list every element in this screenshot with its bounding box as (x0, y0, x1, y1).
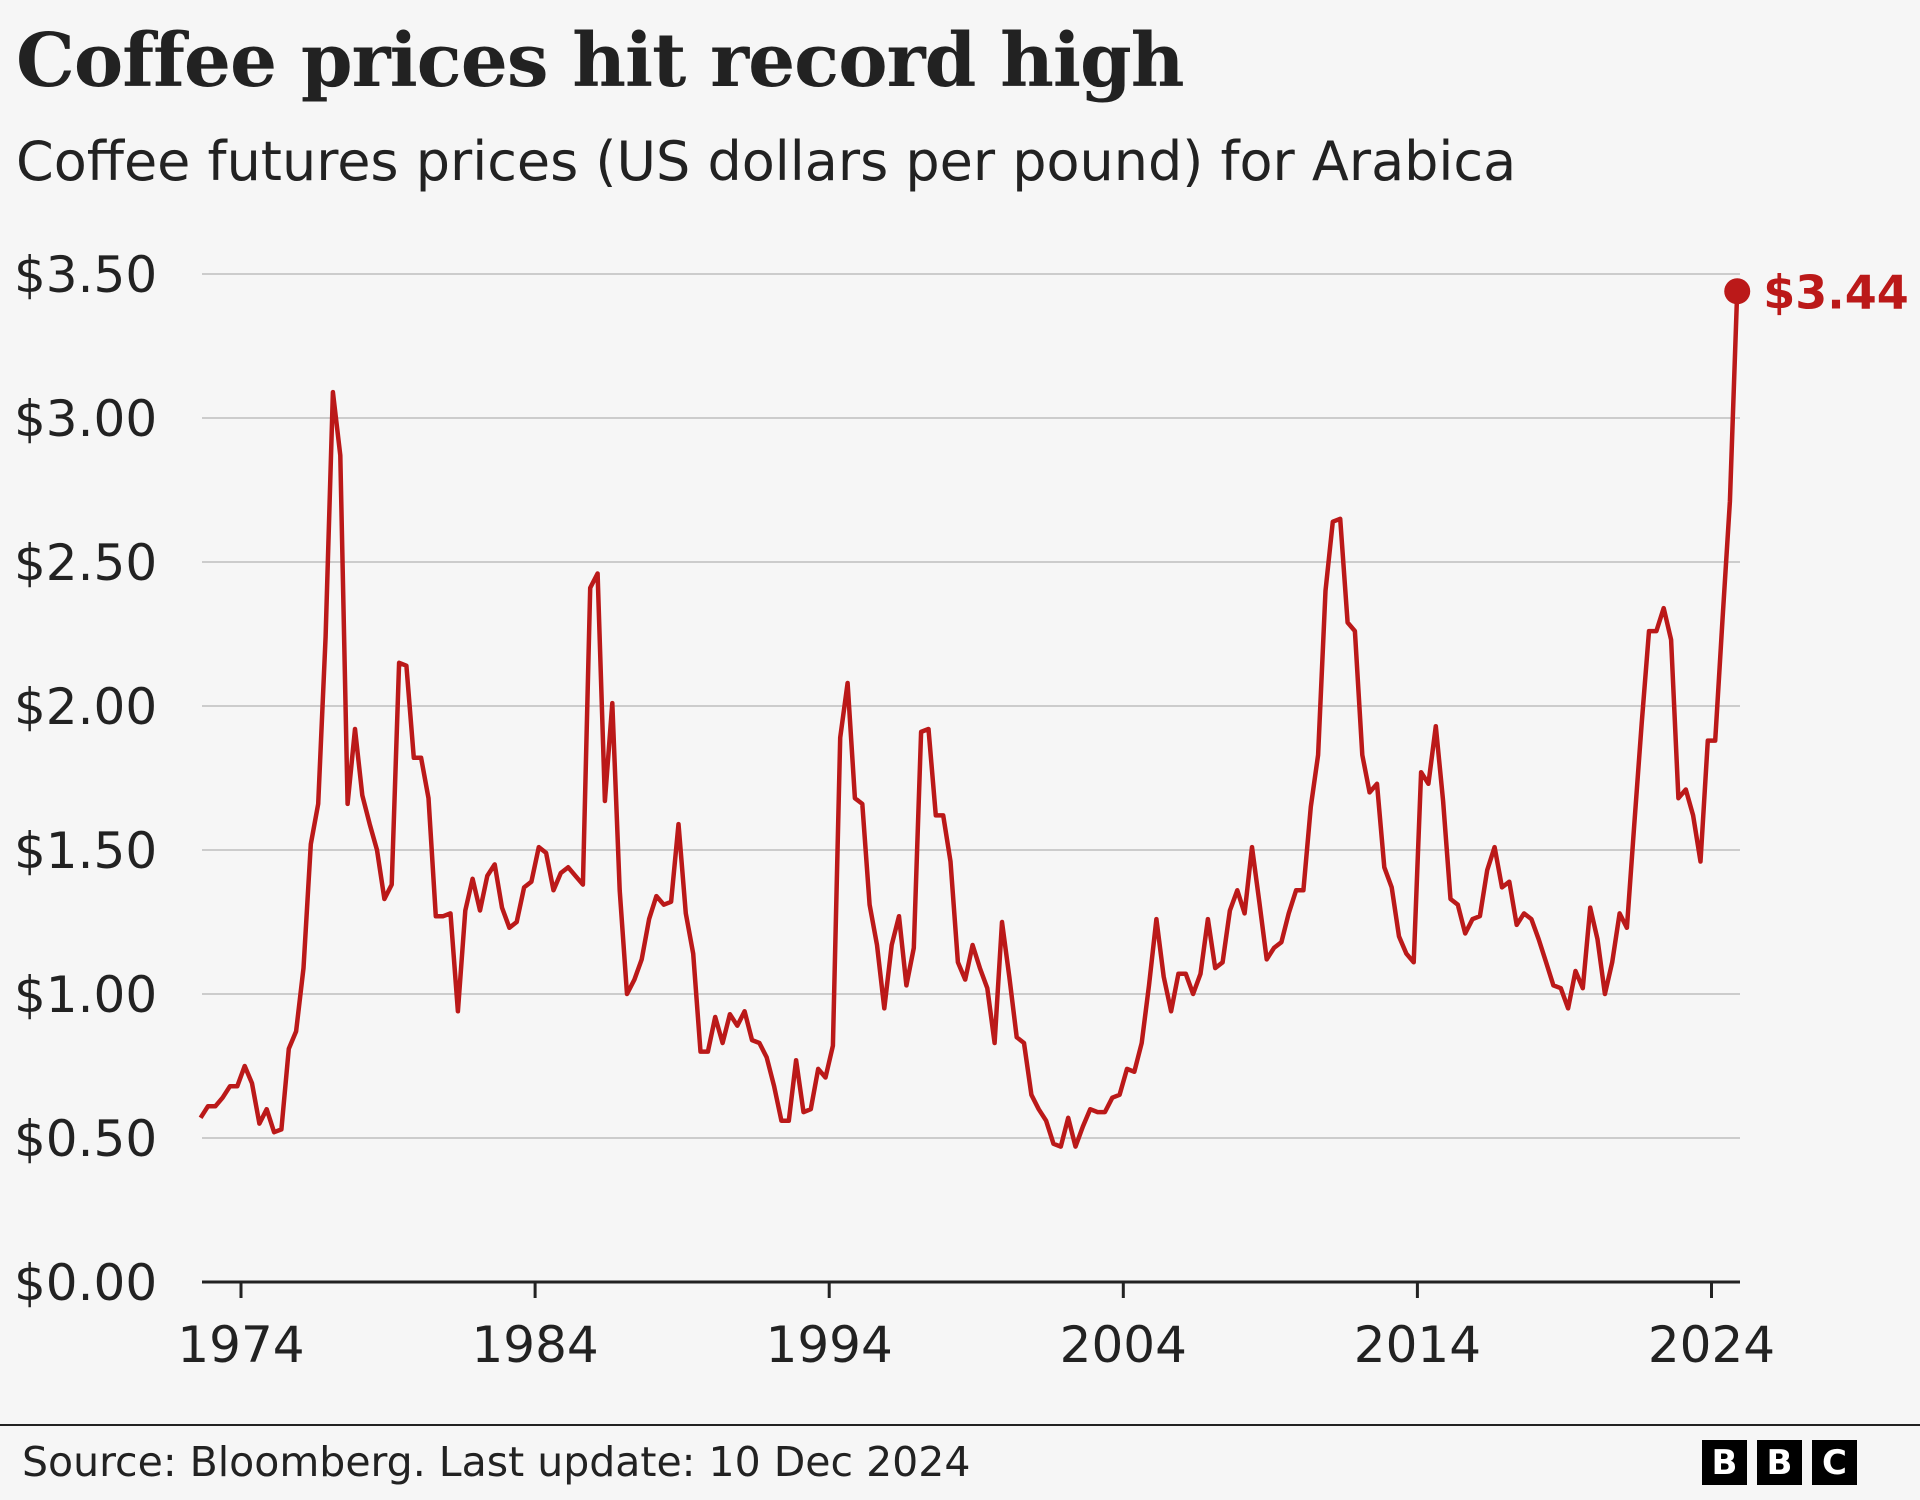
logo-letter: C (1812, 1440, 1857, 1485)
x-tick-label: 1974 (177, 1316, 304, 1374)
series-arabica: $3.44 (198, 265, 1909, 1149)
y-tick-label: $0.50 (14, 1110, 157, 1168)
y-tick-label: $2.00 (14, 678, 157, 736)
y-tick-label: $1.50 (14, 822, 157, 880)
logo-letter: B (1702, 1440, 1747, 1485)
footer-divider (0, 1424, 1920, 1426)
chart-subtitle: Coffee futures prices (US dollars per po… (16, 130, 1517, 193)
bbc-logo: B B C (1702, 1440, 1857, 1485)
source-note: Source: Bloomberg. Last update: 10 Dec 2… (22, 1438, 971, 1486)
x-tick-label: 1994 (766, 1316, 893, 1374)
gridlines (202, 273, 1740, 1284)
latest-point-marker (1724, 278, 1751, 305)
y-tick-label: $3.50 (14, 246, 157, 304)
x-axis-ticks: 1974 1984 1994 2004 2014 2024 (177, 1282, 1775, 1374)
x-tick-label: 1984 (471, 1316, 598, 1374)
y-tick-label: $2.50 (14, 534, 157, 592)
x-tick-label: 2024 (1648, 1316, 1775, 1374)
x-tick-label: 2014 (1354, 1316, 1481, 1374)
y-tick-label: $1.00 (14, 966, 157, 1024)
y-tick-label: $3.00 (14, 390, 157, 448)
logo-letter: B (1757, 1440, 1802, 1485)
y-tick-label: $0.00 (14, 1254, 157, 1312)
x-tick-label: 2004 (1060, 1316, 1187, 1374)
y-axis-ticks: $0.00 $0.50 $1.00 $1.50 $2.00 $2.50 $3.00 $3.50 (14, 246, 157, 1312)
chart-title: Coffee prices hit record high (16, 18, 1185, 104)
price-line (198, 291, 1740, 1149)
line-chart: $0.00 $0.50 $1.00 $1.50 $2.00 $2.50 $3.00 $3.50… (14, 246, 1909, 1374)
latest-value-label: $3.44 (1763, 265, 1909, 319)
